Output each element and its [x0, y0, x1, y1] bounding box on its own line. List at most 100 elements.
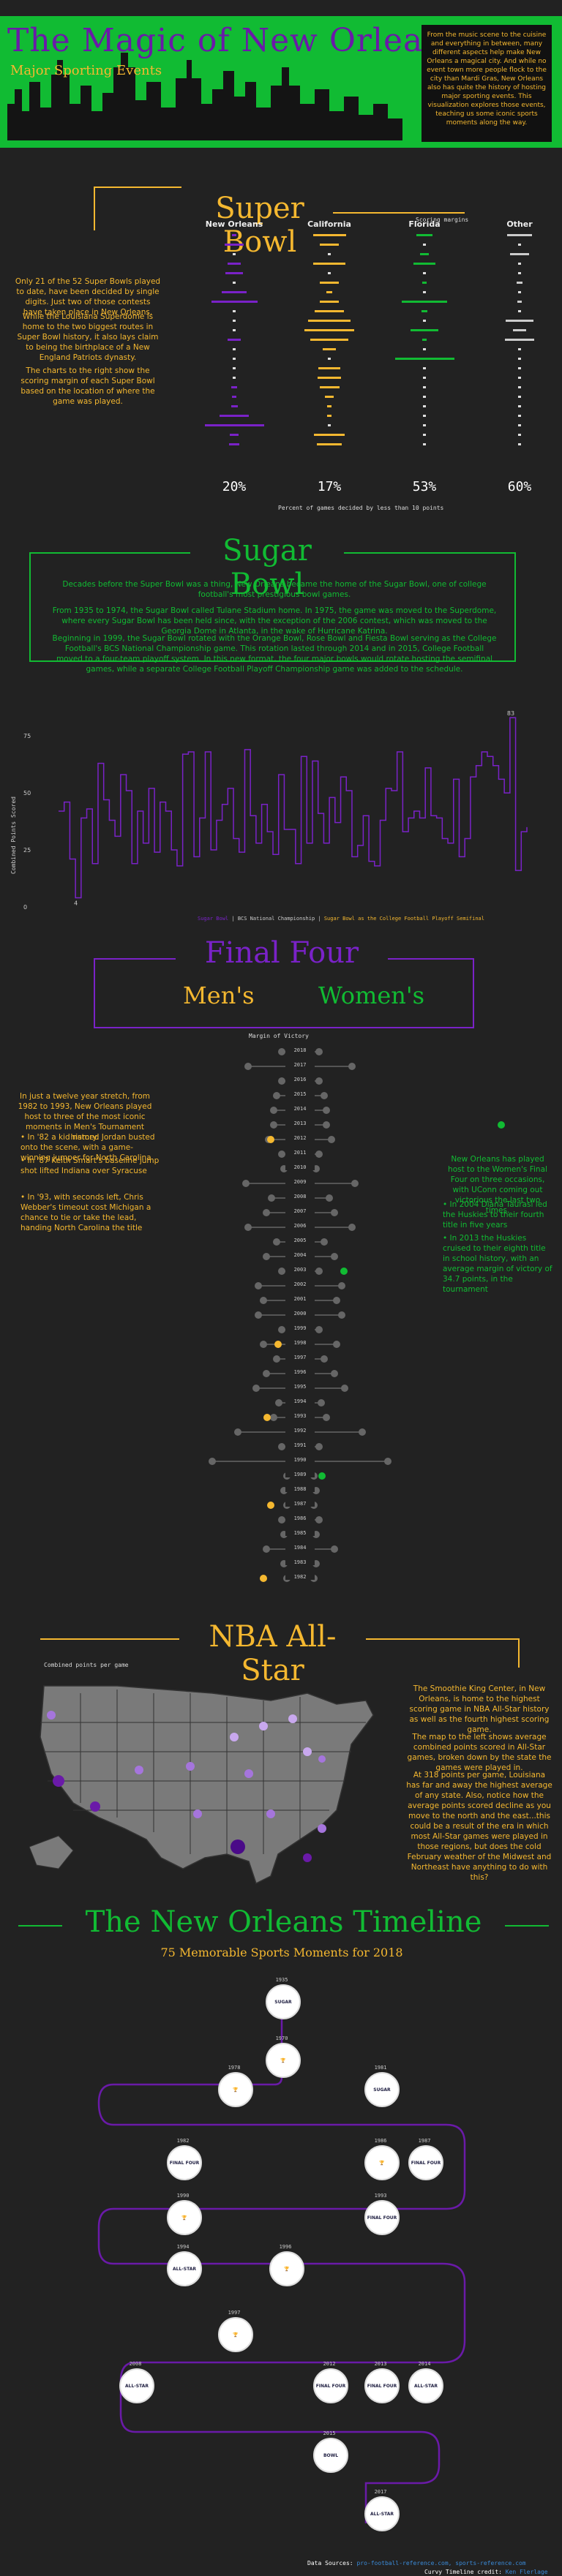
ff-year-label: 1992 — [285, 1428, 315, 1434]
timeline-event-badge[interactable]: FINAL FOUR — [313, 2368, 348, 2403]
nba-p3: At 318 points per game, Louisiana has fa… — [406, 1771, 552, 1882]
ff-year-label: 2015 — [285, 1091, 315, 1097]
ff-dot — [312, 1487, 320, 1494]
ff-year-label: 2017 — [285, 1062, 315, 1068]
ff-dot — [234, 1428, 241, 1436]
sb-margin-bar — [220, 415, 249, 417]
sugar-p2: From 1935 to 1974, the Sugar Bowl called… — [52, 606, 497, 636]
ff-highlight-dot — [260, 1575, 267, 1582]
timeline-event-badge[interactable]: 🏆 — [218, 2317, 253, 2352]
timeline-event-badge[interactable]: 🏆 — [364, 2145, 400, 2180]
ff-womens-label: Women's — [318, 982, 425, 1009]
timeline-event-badge[interactable]: SUGAR — [364, 2072, 400, 2107]
sb-margin-bar — [423, 244, 426, 246]
ff-dot — [315, 1326, 323, 1333]
sb-margin-bar — [233, 310, 236, 312]
sb-margin-bar — [313, 263, 345, 265]
sb-percent: 53% — [412, 479, 437, 494]
sb-margin-bar — [518, 358, 521, 360]
timeline-badge-label: FINAL FOUR — [367, 2383, 397, 2389]
tl-line-left — [18, 1925, 62, 1927]
sb-margin-bar — [422, 282, 427, 284]
ff-year-label: 1985 — [285, 1530, 315, 1536]
tl-line-right — [505, 1925, 549, 1927]
sb-line-right — [333, 212, 465, 214]
ff-dot — [359, 1428, 366, 1436]
timeline-event-badge[interactable]: 🏆 — [167, 2200, 202, 2235]
sb-margin-bar — [328, 358, 331, 360]
ff-year-label: 2010 — [285, 1164, 315, 1170]
ff-dot — [312, 1531, 320, 1538]
timeline-curve — [97, 2019, 466, 2523]
ff-dot — [312, 1560, 320, 1567]
ff-dot — [320, 1238, 328, 1246]
timeline-badge-label: SUGAR — [274, 1999, 292, 2005]
ff-dot — [260, 1341, 267, 1348]
timeline-event-badge[interactable]: 🏆 — [218, 2072, 253, 2107]
timeline-event-badge[interactable]: 🏆 — [266, 2043, 301, 2078]
sb-margin-bar — [517, 282, 522, 284]
sugar-p1: Decades before the Super Bowl was a thin… — [62, 580, 487, 599]
timeline-event-badge[interactable]: ALL-STAR — [364, 2496, 400, 2531]
sb-margin-bar — [517, 301, 522, 303]
ff-year-label: 2013 — [285, 1121, 315, 1126]
sb-margin-bar — [518, 263, 521, 265]
timeline-badge-label: SUGAR — [373, 2087, 391, 2093]
sugar-low-label: 4 — [74, 900, 78, 907]
ff-dot — [348, 1224, 356, 1231]
bubble — [135, 1766, 143, 1774]
timeline-event-badge[interactable]: BOWL — [313, 2438, 348, 2473]
bubble — [303, 1747, 312, 1756]
ff-dot — [244, 1224, 252, 1231]
ff-dot — [320, 1355, 328, 1363]
sb-margin-bar — [518, 424, 521, 426]
timeline-event-badge[interactable]: ALL-STAR — [408, 2368, 443, 2403]
ff-year-label: 2004 — [285, 1252, 315, 1258]
sb-percent: 17% — [317, 479, 342, 494]
timeline-event-badge[interactable]: FINAL FOUR — [364, 2200, 400, 2235]
timeline-year: 1981 — [374, 2065, 387, 2071]
sb-margin-bar — [328, 272, 331, 274]
timeline-year: 1994 — [176, 2244, 190, 2250]
timeline-badge-label: 🏆 — [379, 2160, 385, 2166]
ff-dot — [277, 1326, 285, 1333]
ff-highlight-dot — [267, 1136, 274, 1143]
timeline-event-badge[interactable]: SUGAR — [266, 1984, 301, 2019]
sb-margin-bar — [422, 310, 427, 312]
timeline-badge-label: FINAL FOUR — [367, 2215, 397, 2221]
ff-dot — [255, 1282, 262, 1289]
credits-link[interactable]: Ken Flerlage — [505, 2569, 548, 2575]
ff-dot — [277, 1048, 285, 1055]
sb-margin-bar — [518, 443, 521, 445]
sb-margin-bar — [324, 396, 334, 398]
sources-link[interactable]: pro-football-reference.com, sports-refer… — [356, 2560, 526, 2566]
ff-year-label: 1996 — [285, 1369, 315, 1375]
timeline-event-badge[interactable]: FINAL FOUR — [364, 2368, 400, 2403]
finalfour-title: Final Four — [176, 936, 388, 970]
sb-margin-bar — [233, 377, 236, 379]
sb-margin-bar — [413, 263, 436, 265]
timeline-event-badge[interactable]: ALL-STAR — [119, 2368, 154, 2403]
ff-year-label: 2016 — [285, 1077, 315, 1082]
ff-dot — [318, 1399, 325, 1406]
timeline-event-badge[interactable]: ALL-STAR — [167, 2251, 202, 2286]
ff-year-label: 2000 — [285, 1311, 315, 1317]
timeline-event-badge[interactable]: FINAL FOUR — [408, 2145, 443, 2180]
sb-margin-bar — [221, 291, 247, 293]
sb-margin-bar — [518, 386, 521, 388]
hero-blurb: From the music scene to the cuisine and … — [422, 25, 552, 142]
timeline-badge-label: 🏆 — [233, 2087, 239, 2093]
sugar-ytick: 50 — [23, 790, 31, 796]
sb-margin-bar — [518, 348, 521, 350]
timeline-event-badge[interactable]: 🏆 — [269, 2251, 304, 2286]
timeline-badge-label: ALL-STAR — [125, 2383, 149, 2389]
sb-margin-bar — [326, 291, 332, 293]
sb-bracket-left — [94, 187, 95, 230]
timeline-event-badge[interactable]: FINAL FOUR — [167, 2145, 202, 2180]
sb-margin-bar — [231, 405, 238, 407]
sugar-line — [59, 717, 528, 899]
sb-margin-bar — [513, 329, 526, 331]
nba-line-left — [40, 1638, 179, 1640]
ff-highlight-dot — [318, 1472, 326, 1480]
timeline-title: The New Orleans Timeline — [85, 1905, 482, 1939]
